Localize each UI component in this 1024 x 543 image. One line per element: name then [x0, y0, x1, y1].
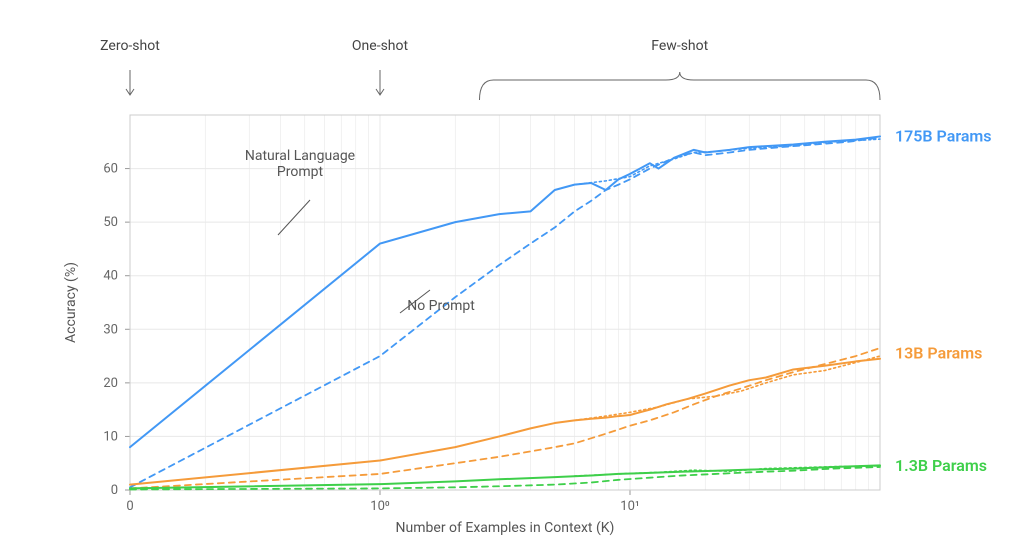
y-tick-label: 30 [103, 322, 118, 337]
y-axis-label: Accuracy (%) [63, 262, 79, 343]
shot-marker-label: Few-shot [651, 38, 708, 54]
y-tick-label: 0 [111, 483, 118, 498]
svg-text:No Prompt: No Prompt [407, 298, 475, 314]
series-label: 13B Params [895, 343, 982, 362]
x-tick-label: 10⁰ [370, 499, 390, 514]
x-tick-label: 0 [126, 499, 133, 514]
x-tick-label: 10¹ [620, 499, 639, 514]
shot-marker-label: Zero-shot [100, 38, 160, 54]
x-axis-label: Number of Examples in Context (K) [396, 520, 615, 536]
y-tick-label: 60 [103, 162, 118, 177]
svg-text:Natural Language: Natural Language [245, 148, 355, 164]
series-label: 1.3B Params [895, 456, 987, 475]
svg-text:Prompt: Prompt [277, 164, 324, 180]
series-label: 175B Params [895, 126, 992, 145]
chart-container: 0 10 20 30 40 50 60 0 10⁰ 10¹ Number of Examples i… [0, 0, 1024, 543]
y-tick-label: 20 [103, 376, 118, 391]
y-tick-label: 50 [103, 215, 118, 230]
line-chart: 0 10 20 30 40 50 60 0 10⁰ 10¹ Number of Examples i… [0, 0, 1024, 543]
y-tick-label: 10 [103, 429, 118, 444]
y-tick-label: 40 [103, 269, 118, 284]
shot-marker-label: One-shot [352, 38, 409, 54]
annotation-no-prompt: No Prompt [407, 298, 475, 314]
